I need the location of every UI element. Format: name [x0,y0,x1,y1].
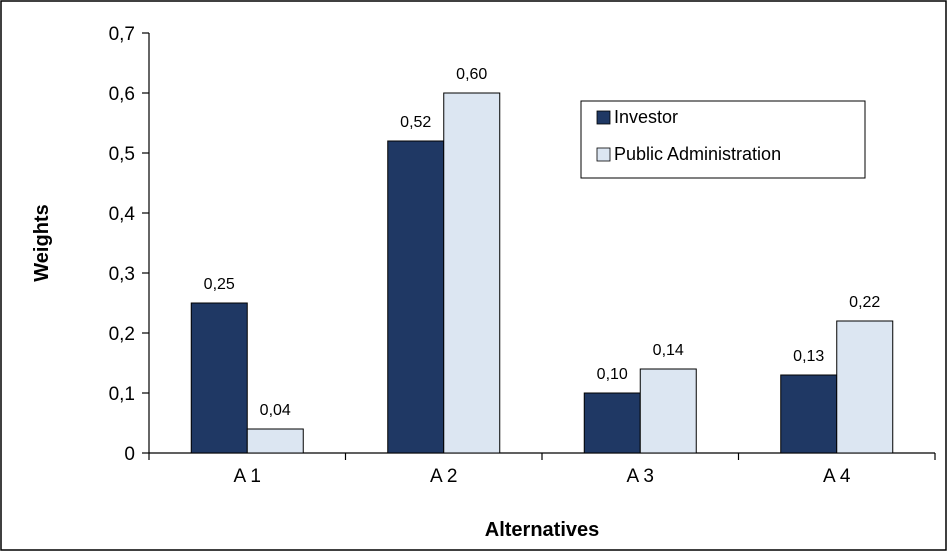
y-tick-label: 0,3 [109,264,135,285]
legend-label-investor: Investor [614,107,678,127]
legend-swatch-public-administration [596,147,611,162]
y-tick-label: 0,7 [109,24,135,45]
y-axis: 0 0,1 0,2 0,3 0,4 0,5 0,6 0,7 [109,24,150,465]
y-tick-label: 0,5 [109,144,135,165]
data-label: 0,04 [260,402,291,419]
bar-investor [583,392,641,454]
bar-investor [387,140,445,454]
legend-swatch-investor [596,110,611,125]
bar-public-administration [246,428,304,454]
y-tick-label: 0,4 [109,204,136,225]
bar-public-administration [639,368,697,454]
data-label: 0,60 [456,66,487,83]
data-label: 0,10 [597,366,628,383]
y-tick-label: 0,1 [109,384,135,405]
bar-investor [190,302,248,454]
x-tick-label: A 3 [627,466,654,487]
legend: Investor Public Administration [580,100,866,179]
x-tick-label: A 2 [430,466,457,487]
y-tick-label: 0 [124,444,135,465]
data-labels: 0,25 0,52 0,10 0,13 0,04 0,60 0,14 0,22 [204,66,881,419]
bars [190,92,894,454]
y-axis-title: Weights [31,204,53,281]
data-label: 0,14 [653,342,684,359]
data-label: 0,13 [793,348,824,365]
data-label: 0,52 [400,114,431,131]
y-tick-label: 0,2 [109,324,135,345]
bar-investor [780,374,838,454]
x-tick-label: A 4 [823,466,851,487]
x-axis-title: Alternatives [485,519,600,541]
data-label: 0,22 [849,294,880,311]
bar-public-administration [836,320,894,454]
legend-box [580,100,866,179]
legend-label-public-administration: Public Administration [614,144,781,164]
bar-public-administration [443,92,501,454]
y-tick-label: 0,6 [109,84,135,105]
data-label: 0,25 [204,276,235,293]
x-tick-label: A 1 [234,466,261,487]
